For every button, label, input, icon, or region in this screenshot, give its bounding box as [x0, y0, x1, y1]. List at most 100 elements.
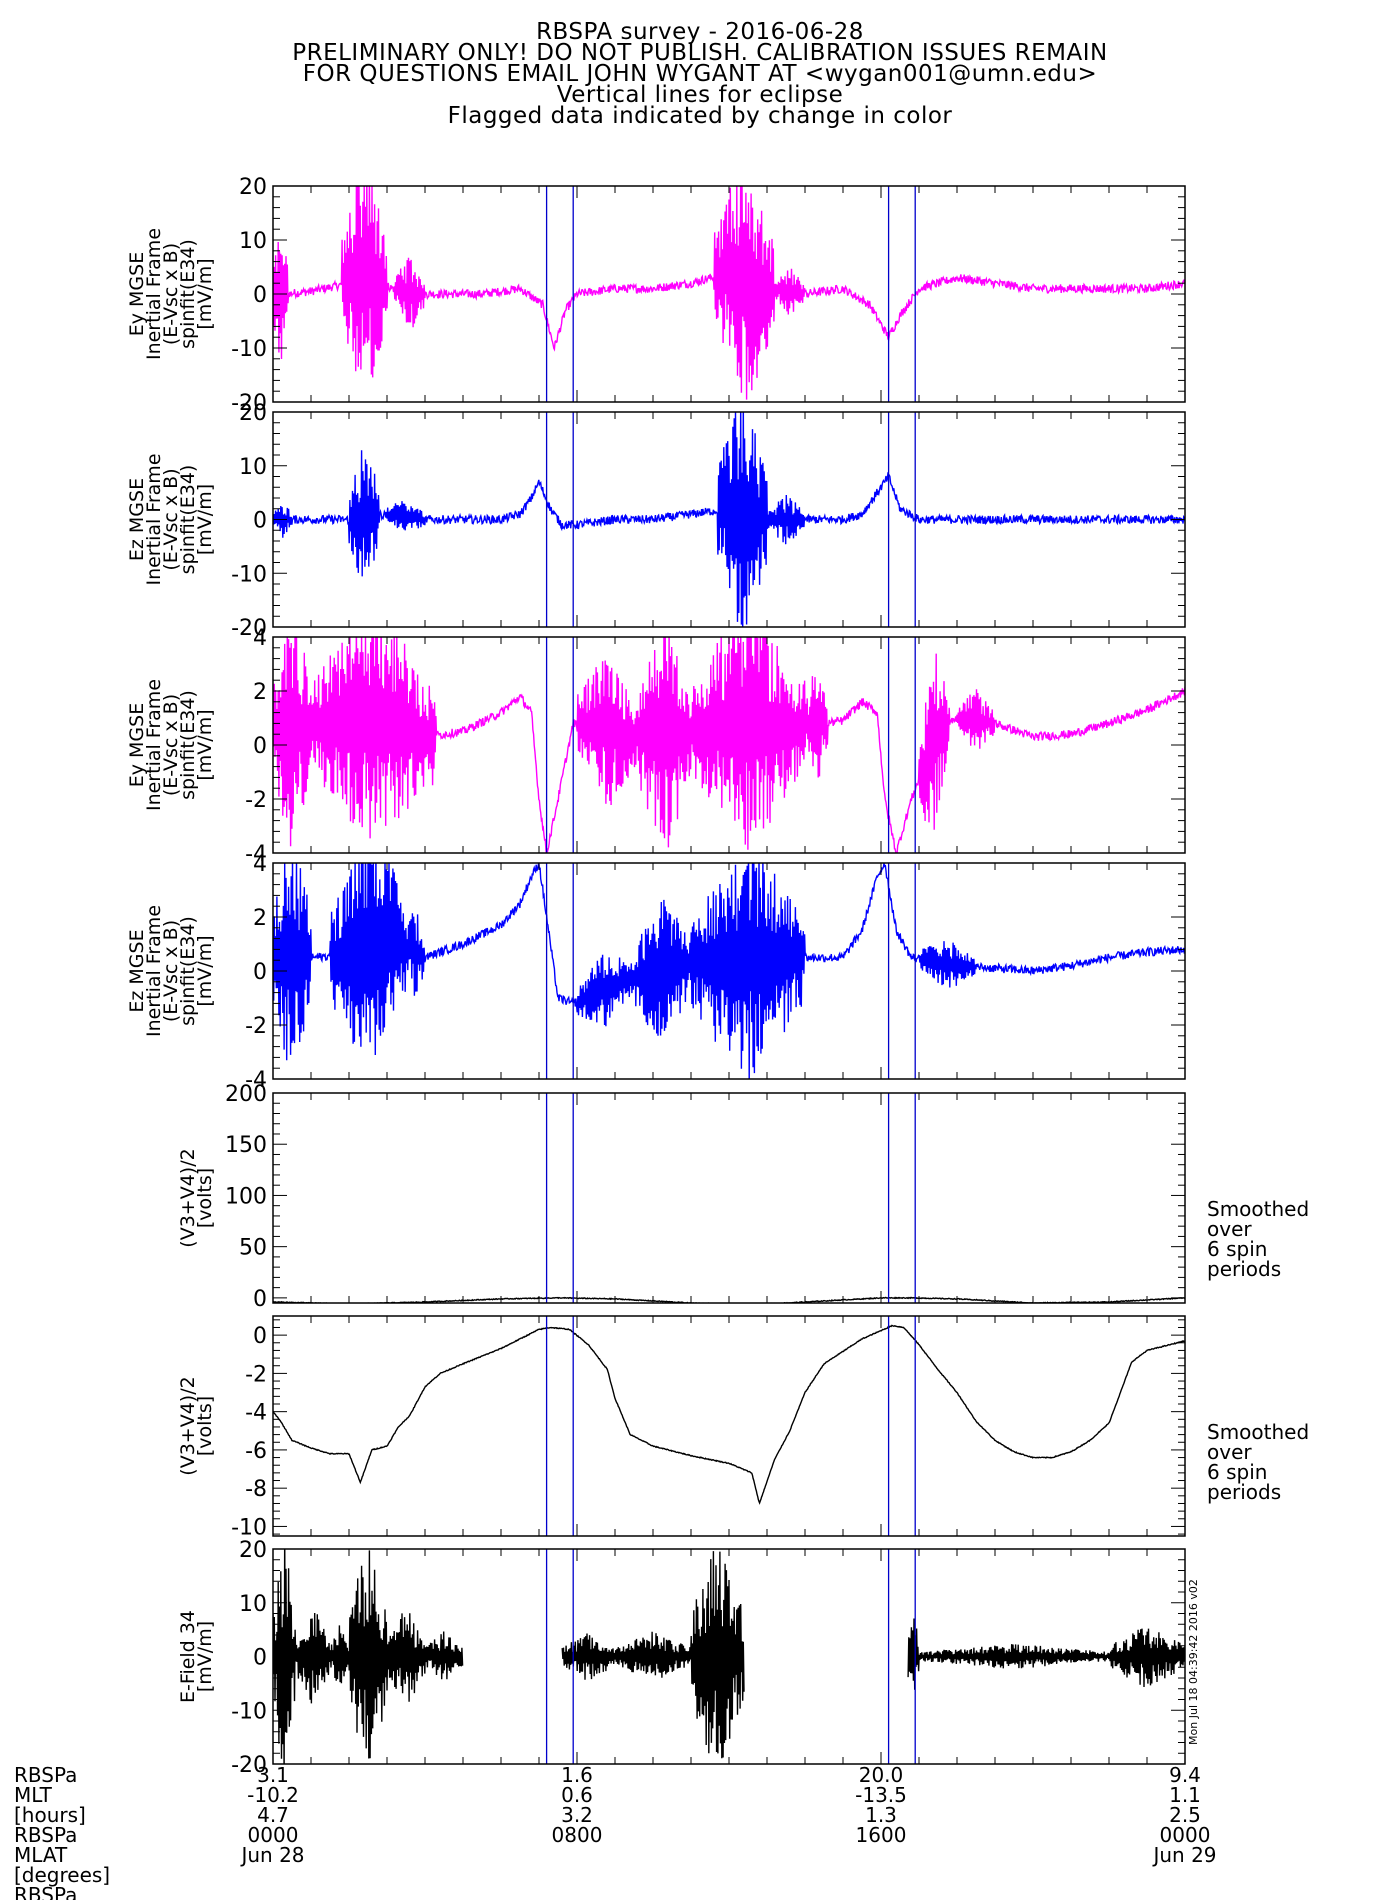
smoothing-note: over — [1207, 1217, 1252, 1241]
panel-frame — [272, 1315, 1186, 1537]
y-tick-label: 100 — [225, 1184, 267, 1209]
y-tick-label: 10 — [239, 1592, 267, 1617]
y-axis-title: spinfit(E34) — [177, 690, 199, 800]
y-axis-title: (E-Vsc x B) — [160, 920, 182, 1022]
y-axis-title: Inertial Frame — [143, 679, 165, 811]
y-tick-label: -20 — [231, 616, 267, 641]
ephemeris-label: RBSPa — [14, 1763, 77, 1787]
panel-5: 200 150 100 50 0 (V3+V4)/2[volts] Smoothedover… — [177, 1082, 1309, 1312]
panel-frame — [272, 1092, 1186, 1304]
y-axis-title: (V3+V4)/2 — [177, 1148, 199, 1247]
y-axis-title: [mV/m] — [194, 258, 216, 329]
y-axis-title: (E-Vsc x B) — [160, 694, 182, 796]
y-tick-label: -4 — [245, 1401, 267, 1426]
x-tick-label-rbspa: 1.6 — [561, 1763, 593, 1787]
x-tick-label-rbspa: 20.0 — [859, 1763, 904, 1787]
y-axis-title: spinfit(E34) — [177, 916, 199, 1026]
y-axis-title: spinfit(E34) — [177, 239, 199, 349]
y-axis-title: spinfit(E34) — [177, 465, 199, 575]
smoothing-note: Smoothed — [1207, 1197, 1309, 1221]
y-axis-title: (E-Vsc x B) — [160, 468, 182, 570]
y-tick-label: 200 — [225, 1082, 267, 1107]
x-tick-label-hours: 4.7 — [257, 1803, 289, 1827]
panel-7-data — [273, 1549, 1185, 1764]
y-tick-label: 50 — [239, 1236, 267, 1261]
x-tick-label-hours: 1.3 — [865, 1803, 897, 1827]
ephemeris-label: RBSPa — [14, 1823, 77, 1847]
x-tick-label-mlt: 0.6 — [561, 1783, 593, 1807]
y-axis-title: [mV/m] — [194, 484, 216, 555]
y-tick-label: 10 — [239, 455, 267, 480]
panel-1-data — [273, 186, 1185, 400]
y-tick-label: -10 — [231, 562, 267, 587]
x-tick-label-ut: 0800 — [552, 1823, 603, 1847]
y-tick-label: -20 — [231, 1753, 267, 1778]
y-tick-label: -6 — [245, 1439, 267, 1464]
y-tick-label: 150 — [225, 1133, 267, 1158]
y-tick-label: -2 — [245, 1014, 267, 1039]
plot-title: RBSPA survey - 2016-06-28 — [536, 19, 864, 45]
y-tick-label: -4 — [245, 1068, 267, 1093]
y-tick-label: -2 — [245, 1362, 267, 1387]
y-tick-label: 20 — [239, 175, 267, 200]
x-tick-label-rbspa: 9.4 — [1169, 1763, 1201, 1787]
y-tick-label: 20 — [239, 401, 267, 426]
y-tick-label: -20 — [231, 391, 267, 416]
y-tick-label: 4 — [253, 852, 267, 877]
y-tick-label: -4 — [245, 842, 267, 867]
y-axis-title: Ez MGSE — [126, 478, 148, 561]
y-axis-title: E-Field 34 — [177, 1610, 199, 1703]
panel-2-data — [273, 412, 1185, 627]
y-axis-title: (V3+V4)/2 — [177, 1376, 199, 1475]
series-line — [273, 186, 1185, 400]
ephemeris-label: RBSPa — [14, 1883, 77, 1900]
y-tick-label: 20 — [239, 1538, 267, 1563]
series-line — [273, 863, 1185, 1079]
y-tick-label: 0 — [253, 1324, 267, 1349]
ephemeris-label: [degrees] — [14, 1863, 110, 1887]
x-tick-label-ut: 0000 — [248, 1823, 299, 1847]
y-tick-label: 0 — [253, 1646, 267, 1671]
y-axis-title: [volts] — [194, 1396, 216, 1456]
smoothing-note: periods — [1207, 1257, 1281, 1281]
y-tick-label: -10 — [231, 1699, 267, 1724]
x-tick-label-mlt: 1.1 — [1169, 1783, 1201, 1807]
smoothing-note: 6 spin — [1207, 1237, 1267, 1261]
smoothing-note: over — [1207, 1440, 1252, 1464]
y-tick-label: -2 — [245, 788, 267, 813]
y-tick-label: 0 — [253, 509, 267, 534]
series-line — [273, 412, 1185, 627]
y-tick-label: 2 — [253, 906, 267, 931]
series-line — [273, 1549, 1185, 1764]
ephemeris-label: MLAT — [14, 1843, 68, 1867]
x-tick-label-hours: 3.2 — [561, 1803, 593, 1827]
series-line — [273, 1324, 1185, 1505]
x-tick-label-mlt: -13.5 — [855, 1783, 907, 1807]
x-tick-label-date: Jun 28 — [239, 1843, 304, 1867]
smoothing-note: 6 spin — [1207, 1460, 1267, 1484]
x-tick-label-mlt: -10.2 — [247, 1783, 299, 1807]
x-tick-label-rbspa: 3.1 — [257, 1763, 289, 1787]
ephemeris-label: [hours] — [14, 1803, 86, 1827]
y-axis-title: [mV/m] — [194, 935, 216, 1006]
y-axis-title: Inertial Frame — [143, 453, 165, 585]
y-tick-label: -10 — [231, 337, 267, 362]
flag-note: Flagged data indicated by change in colo… — [447, 103, 953, 129]
y-axis-title: Ey MGSE — [126, 703, 148, 787]
y-axis-title: Inertial Frame — [143, 905, 165, 1037]
contact-line: FOR QUESTIONS EMAIL JOHN WYGANT AT <wyga… — [302, 61, 1098, 87]
panel-4-data — [273, 863, 1185, 1079]
panel-6-data — [273, 1324, 1185, 1505]
y-tick-label: 2 — [253, 680, 267, 705]
y-axis-title: Ey MGSE — [126, 252, 148, 336]
y-tick-label: 10 — [239, 229, 267, 254]
x-tick-label-ut: 1600 — [856, 1823, 907, 1847]
y-tick-label: 0 — [253, 734, 267, 759]
y-tick-label: -10 — [231, 1515, 267, 1540]
y-axis-title: Ez MGSE — [126, 929, 148, 1012]
